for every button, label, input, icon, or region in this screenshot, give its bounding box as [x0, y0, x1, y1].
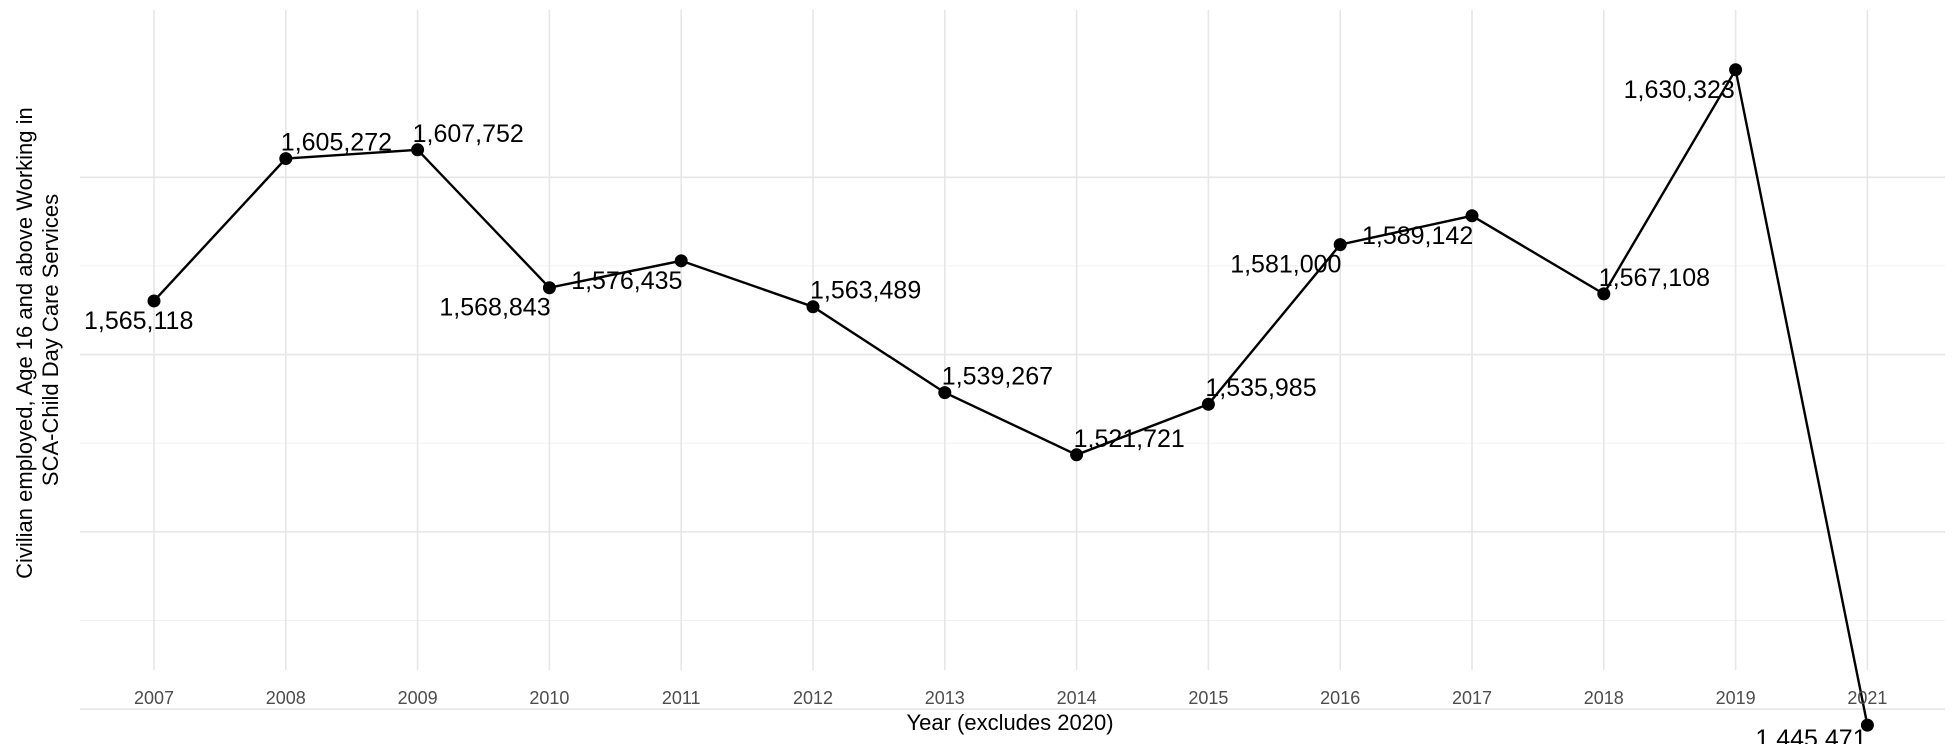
- series-line: [153, 66, 1869, 726]
- data-point: [1333, 238, 1347, 252]
- data-point: [411, 143, 425, 157]
- data-label: 1,445,471: [1755, 725, 1866, 744]
- data-label: 1,535,985: [1205, 374, 1316, 402]
- data-label: 1,607,752: [413, 120, 524, 148]
- data-label: 1,539,267: [942, 363, 1053, 391]
- x-tick-label: 2007: [134, 688, 174, 708]
- data-point: [147, 294, 161, 308]
- data-point: [938, 386, 952, 400]
- x-axis-title: Year (excludes 2020): [906, 710, 1113, 735]
- data-point: [542, 281, 556, 295]
- data-point: [1070, 448, 1084, 462]
- x-tick-label: 2011: [662, 688, 701, 708]
- x-tick-label: 2019: [1716, 688, 1756, 708]
- data-point: [674, 254, 688, 268]
- x-tick-label: 2018: [1584, 688, 1624, 708]
- data-point: [1465, 209, 1479, 223]
- data-label: 1,568,843: [439, 294, 550, 322]
- x-tick-label: 2015: [1188, 688, 1228, 708]
- y-axis-title-line-1: Civilian employed, Age 16 and above Work…: [12, 107, 37, 579]
- x-tick-label: 2009: [398, 688, 438, 708]
- data-label: 1,576,435: [571, 267, 682, 295]
- series-line-layer: [153, 66, 1869, 726]
- x-tick-label: 2012: [793, 688, 833, 708]
- data-point: [1201, 397, 1215, 411]
- x-tick-label: 2010: [529, 688, 569, 708]
- data-label: 1,565,118: [84, 307, 193, 335]
- data-label: 1,581,000: [1230, 251, 1341, 279]
- data-label: 1,605,272: [281, 129, 392, 157]
- data-point: [806, 300, 820, 314]
- y-axis-title: Civilian employed, Age 16 and above Work…: [12, 101, 63, 579]
- data-point: [1729, 63, 1743, 77]
- data-labels: 1,565,118 1,605,272 1,607,752 1,568,843 1,57…: [84, 76, 1867, 744]
- data-point: [279, 152, 293, 166]
- data-label: 1,630,323: [1624, 76, 1735, 104]
- x-axis-ticks: 2007 2008 2009 2010 2011 2012 2013 2014 2015 2016…: [134, 688, 1887, 708]
- x-tick-label: 2021: [1847, 688, 1887, 708]
- data-label: 1,521,721: [1074, 425, 1185, 453]
- x-tick-label: 2017: [1452, 688, 1492, 708]
- y-axis-title-line-2: SCA-Child Day Care Services: [38, 194, 63, 486]
- data-label: 1,567,108: [1599, 264, 1710, 292]
- x-tick-label: 2014: [1057, 688, 1097, 708]
- x-tick-label: 2016: [1320, 688, 1360, 708]
- x-tick-label: 2008: [266, 688, 306, 708]
- data-point: [1860, 718, 1874, 732]
- data-point: [1597, 287, 1611, 301]
- grid-layer: [80, 10, 1945, 710]
- data-label: 1,563,489: [810, 277, 921, 305]
- data-label: 1,589,142: [1362, 222, 1473, 250]
- x-tick-label: 2013: [925, 688, 965, 708]
- data-points: [147, 63, 1874, 732]
